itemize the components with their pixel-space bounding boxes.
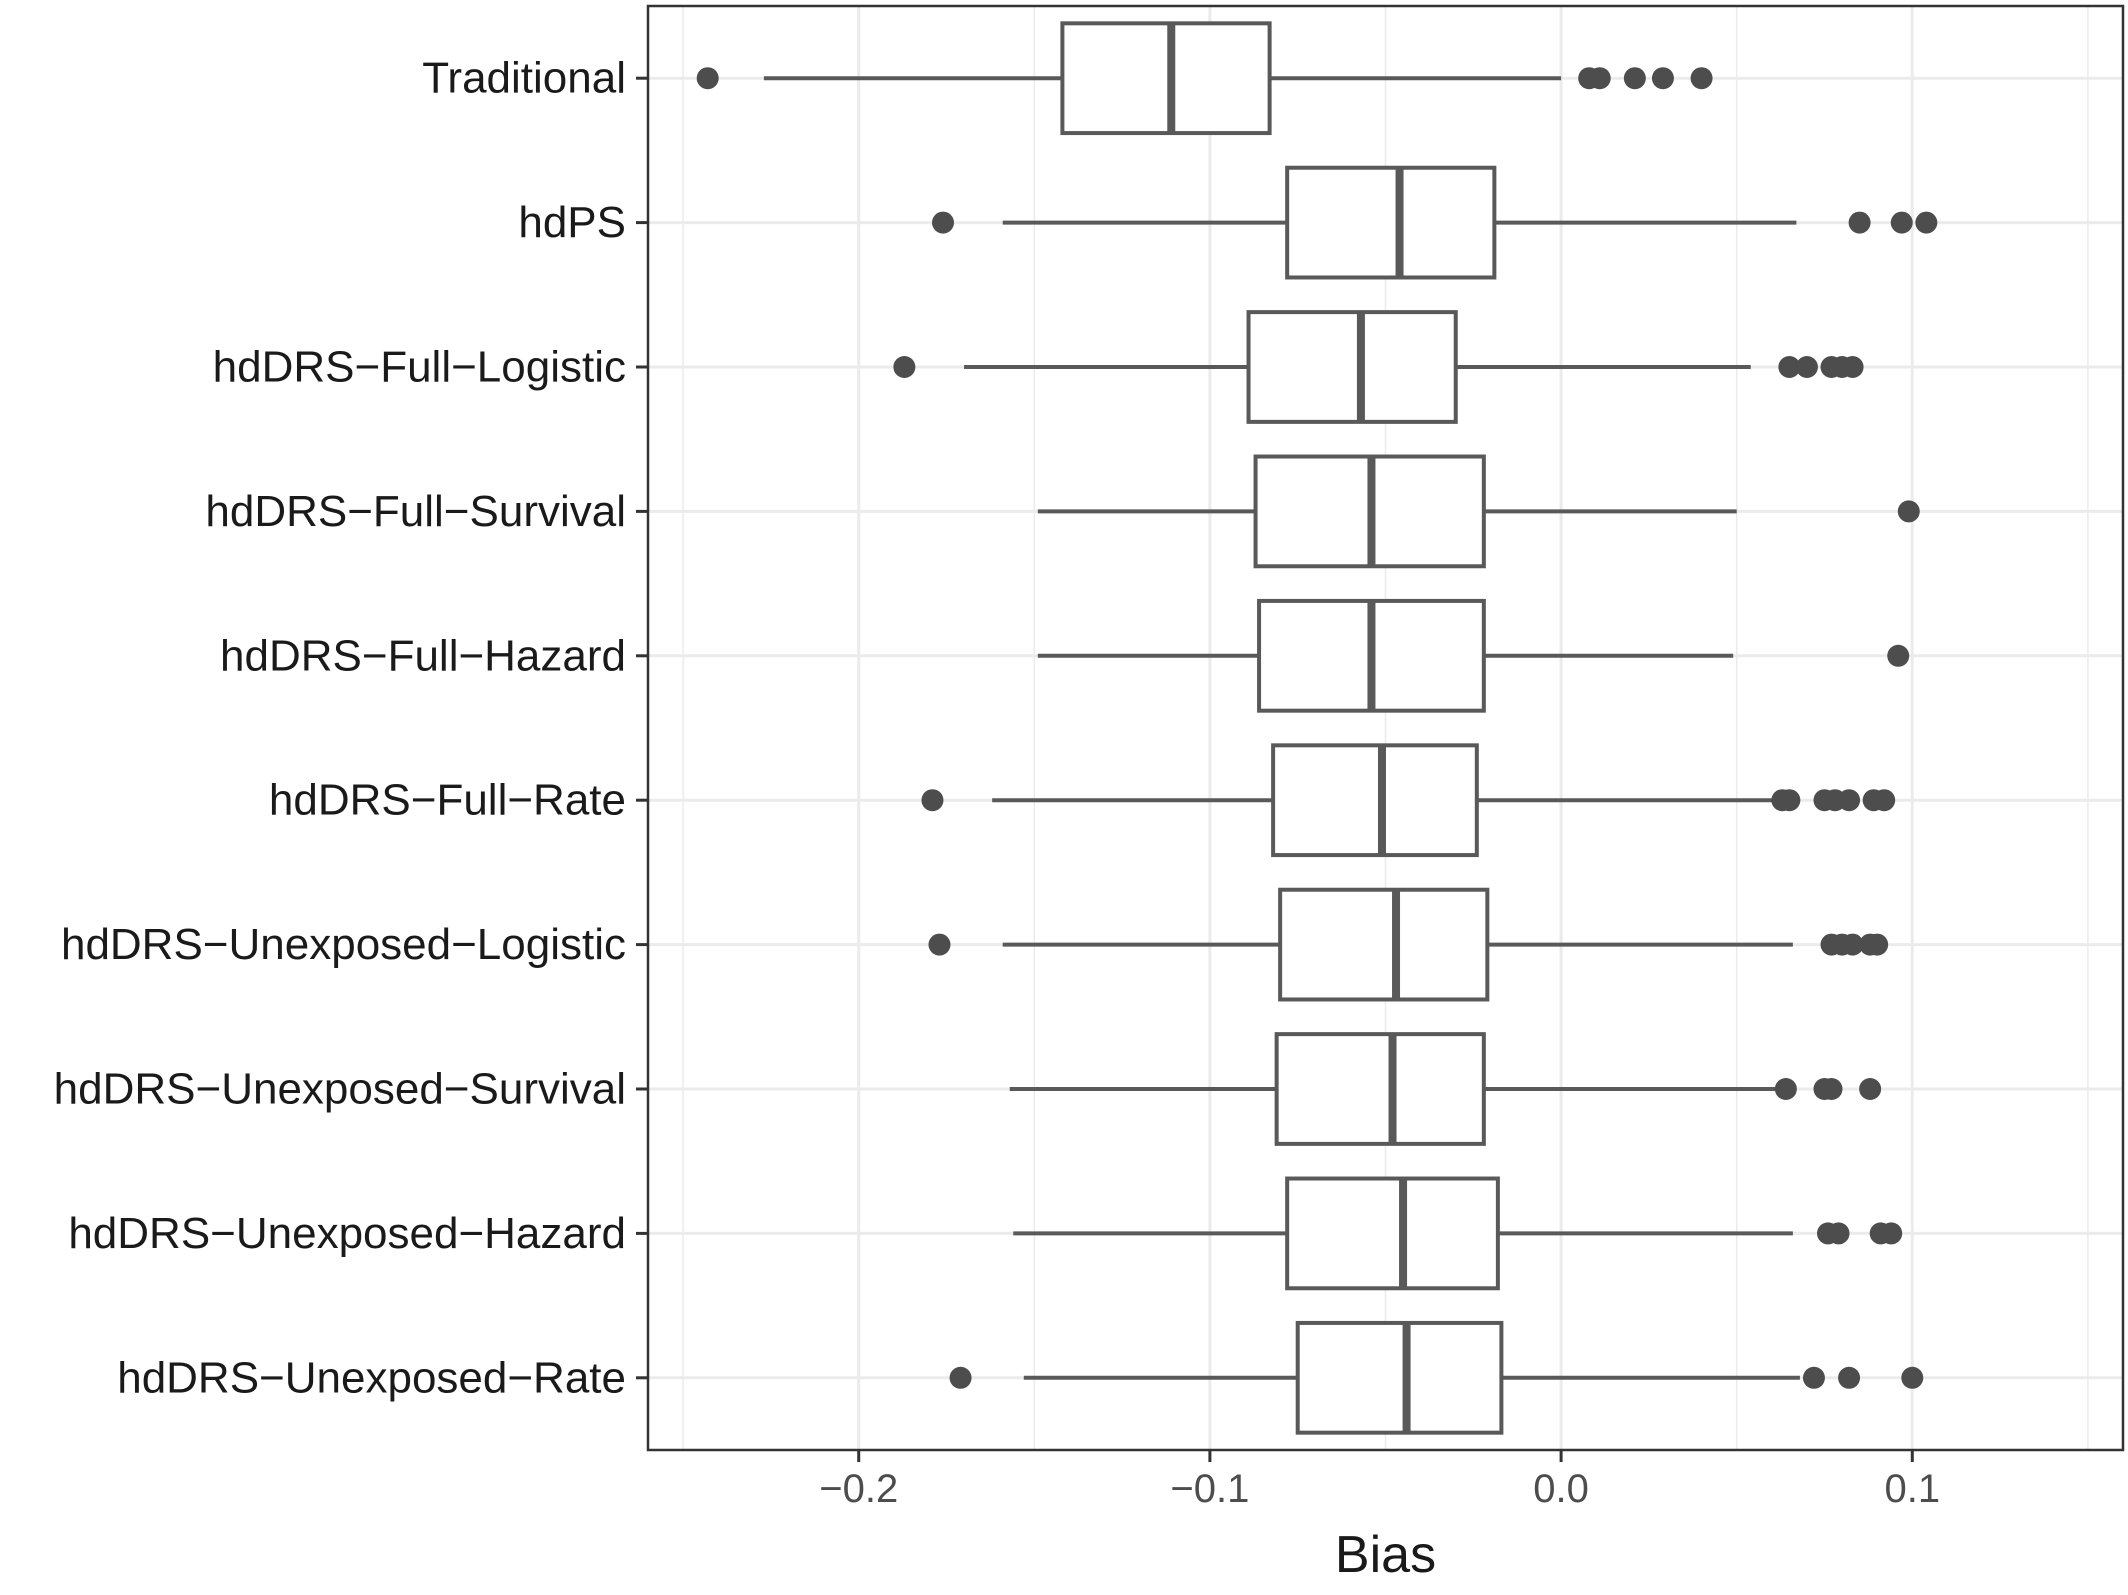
category-label: hdDRS−Full−Rate — [269, 776, 626, 825]
box-2 — [932, 165, 1938, 280]
outlier-point — [1890, 211, 1913, 234]
category-label: hdDRS−Full−Logistic — [213, 343, 626, 392]
category-label: Traditional — [422, 54, 626, 103]
x-axis: −0.2 −0.1 0.0 0.1 — [819, 1450, 1940, 1511]
outlier-point — [1887, 644, 1910, 667]
outlier-point — [1774, 1078, 1797, 1100]
category-label: hdPS — [518, 198, 626, 247]
outlier-point — [1848, 211, 1871, 234]
outlier-point — [1802, 1366, 1825, 1389]
outlier-point — [1778, 356, 1801, 378]
outlier-point — [1838, 789, 1861, 812]
outlier-point — [1795, 356, 1818, 378]
iqr-box — [1285, 165, 1497, 280]
outlier-point — [1778, 789, 1801, 812]
category-axis: Traditional hdPS hdDRS−Full−Logistic hdDRS−… — [54, 54, 648, 1402]
outlier-point — [1841, 933, 1864, 956]
outlier-point — [1915, 211, 1938, 234]
iqr-box — [1278, 887, 1490, 1002]
outlier-point — [928, 933, 951, 956]
outlier-point — [1820, 1078, 1843, 1100]
category-label: hdDRS−Unexposed−Rate — [117, 1353, 626, 1402]
outlier-point — [1690, 67, 1713, 90]
outlier-point — [696, 67, 719, 90]
box-6 — [921, 743, 1896, 858]
x-tick-label: 0.0 — [1533, 1467, 1589, 1511]
box-1 — [696, 21, 1713, 136]
outlier-point — [1838, 1366, 1861, 1389]
box-4 — [1037, 454, 1920, 569]
iqr-box — [1274, 1032, 1486, 1146]
category-label: hdDRS−Unexposed−Logistic — [61, 920, 626, 969]
outlier-point — [1880, 1222, 1903, 1245]
box-8 — [1009, 1032, 1882, 1146]
outlier-point — [1841, 356, 1864, 378]
outlier-point — [1897, 500, 1920, 523]
category-label: hdDRS−Unexposed−Hazard — [68, 1209, 626, 1258]
category-label: hdDRS−Full−Survival — [205, 487, 626, 536]
outlier-point — [1588, 67, 1611, 90]
iqr-box — [1246, 310, 1458, 424]
x-tick-label: 0.1 — [1884, 1467, 1940, 1511]
x-tick-label: −0.1 — [1170, 1467, 1249, 1511]
outlier-point — [1866, 933, 1889, 956]
iqr-box — [1295, 1320, 1504, 1435]
outlier-point — [1901, 1366, 1924, 1389]
outlier-point — [893, 356, 916, 378]
box-7 — [928, 887, 1889, 1002]
outlier-point — [932, 211, 954, 234]
box-10 — [949, 1320, 1924, 1435]
iqr-box — [1285, 1176, 1500, 1291]
outlier-point — [921, 789, 944, 812]
panel-border — [646, 4, 2125, 1452]
outlier-point — [1859, 1078, 1882, 1100]
outlier-point — [1623, 67, 1646, 90]
category-label: hdDRS−Full−Hazard — [220, 631, 626, 680]
box-5 — [1037, 598, 1910, 713]
outlier-point — [1651, 67, 1674, 90]
box-9 — [1013, 1176, 1903, 1291]
iqr-box — [1060, 21, 1272, 136]
iqr-box — [1271, 743, 1479, 858]
outlier-point — [1827, 1222, 1850, 1245]
outlier-point — [949, 1366, 972, 1389]
box-series — [696, 21, 1938, 1435]
outlier-point — [1873, 789, 1896, 812]
x-axis-title: Bias — [1335, 1526, 1436, 1584]
box-3 — [893, 310, 1864, 424]
category-label: hdDRS−Unexposed−Survival — [54, 1065, 626, 1114]
x-tick-label: −0.2 — [819, 1467, 898, 1511]
